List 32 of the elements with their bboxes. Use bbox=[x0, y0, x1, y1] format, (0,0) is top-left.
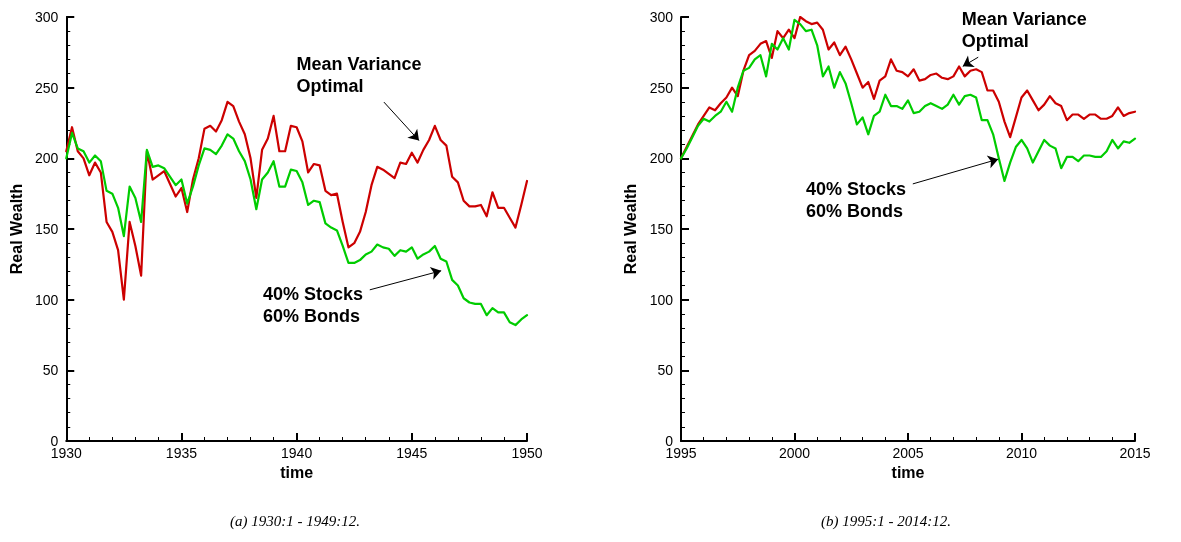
y-axis-title: Real Wealth bbox=[7, 183, 25, 275]
annotation: 40% Stocks 60% Bonds bbox=[806, 179, 907, 222]
y-tick-label: 200 bbox=[34, 150, 59, 167]
line-series bbox=[65, 100, 529, 301]
y-tick-label: 300 bbox=[34, 9, 59, 25]
y-tick-label: 100 bbox=[34, 291, 59, 308]
x-tick-label: 1945 bbox=[396, 445, 428, 461]
y-tick-label: 150 bbox=[34, 221, 59, 237]
annotation: Mean Variance Optimal bbox=[296, 53, 422, 96]
text: (a) 1930:1 - 1949:12. bbox=[230, 512, 360, 530]
x-tick-label: 2000 bbox=[778, 445, 811, 461]
y-tick-label: 250 bbox=[34, 79, 59, 96]
x-tick-label: 1940 bbox=[281, 445, 313, 461]
y-tick-label: 50 bbox=[42, 362, 59, 379]
y-tick-label: 150 bbox=[649, 221, 674, 237]
text: (b) 1995:1 - 2014:12. bbox=[821, 512, 951, 530]
y-tick-label: 200 bbox=[649, 150, 674, 167]
y-tick-label: 100 bbox=[649, 291, 674, 308]
x-tick-label: 1935 bbox=[165, 445, 198, 461]
annotation: Mean Variance Optimal bbox=[961, 8, 1087, 51]
x-tick-label: 1950 bbox=[511, 445, 543, 461]
x-tick-label: 2005 bbox=[892, 445, 924, 461]
annotation: 40% Stocks 60% Bonds bbox=[263, 283, 364, 326]
x-axis-title: time bbox=[891, 464, 925, 482]
x-axis-title: time bbox=[280, 464, 314, 482]
y-tick-label: 50 bbox=[657, 362, 674, 379]
y-axis-title: Real Wealth bbox=[622, 183, 640, 275]
line-series bbox=[65, 131, 529, 327]
x-tick-label: 2015 bbox=[1119, 445, 1151, 461]
y-tick-label: 250 bbox=[649, 79, 674, 96]
y-tick-label: 300 bbox=[649, 9, 674, 25]
x-tick-label: 2010 bbox=[1005, 445, 1038, 461]
